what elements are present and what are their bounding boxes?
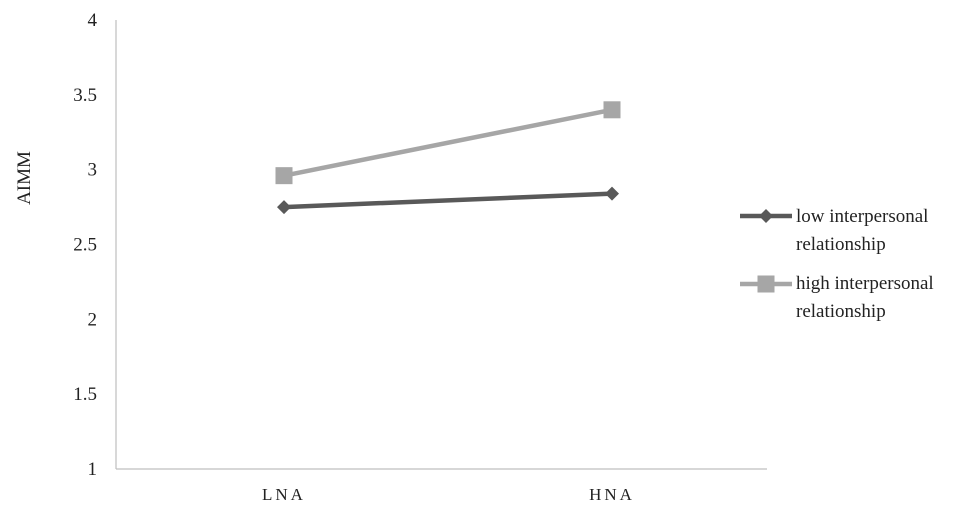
y-tick-label: 3.5 [73,85,97,106]
diamond-marker [759,209,773,223]
x-category-label: HNA [589,485,635,504]
y-tick-label: 2.5 [73,235,97,256]
legend-label: relationship [796,234,886,255]
x-category-label: LNA [262,485,306,504]
square-marker [275,167,293,185]
square-marker [603,101,621,119]
y-tick-label: 2 [88,309,98,330]
legend-label: high interpersonal [796,273,934,294]
legend-label: relationship [796,301,886,322]
diamond-marker [605,186,619,201]
legend-label: low interpersonal [796,206,928,227]
legend-item: high interpersonal relationship [740,273,934,322]
y-axis-title: AIMM [14,151,35,205]
series-line [281,107,615,178]
legend-item: low interpersonal relationship [740,206,928,255]
diamond-marker [277,200,291,215]
y-tick-labels: 1 1.5 2 2.5 3 3.5 4 [73,10,97,480]
series-1 [275,101,621,185]
x-category-labels: LNA HNA [262,485,635,504]
y-tick-label: 1.5 [73,384,97,405]
square-marker [757,275,775,293]
y-tick-label: 1 [88,459,98,480]
y-tick-label: 4 [88,10,98,31]
series-line [281,191,615,210]
series-layer [275,101,621,215]
y-tick-label: 3 [88,160,98,181]
series-0 [277,186,619,215]
